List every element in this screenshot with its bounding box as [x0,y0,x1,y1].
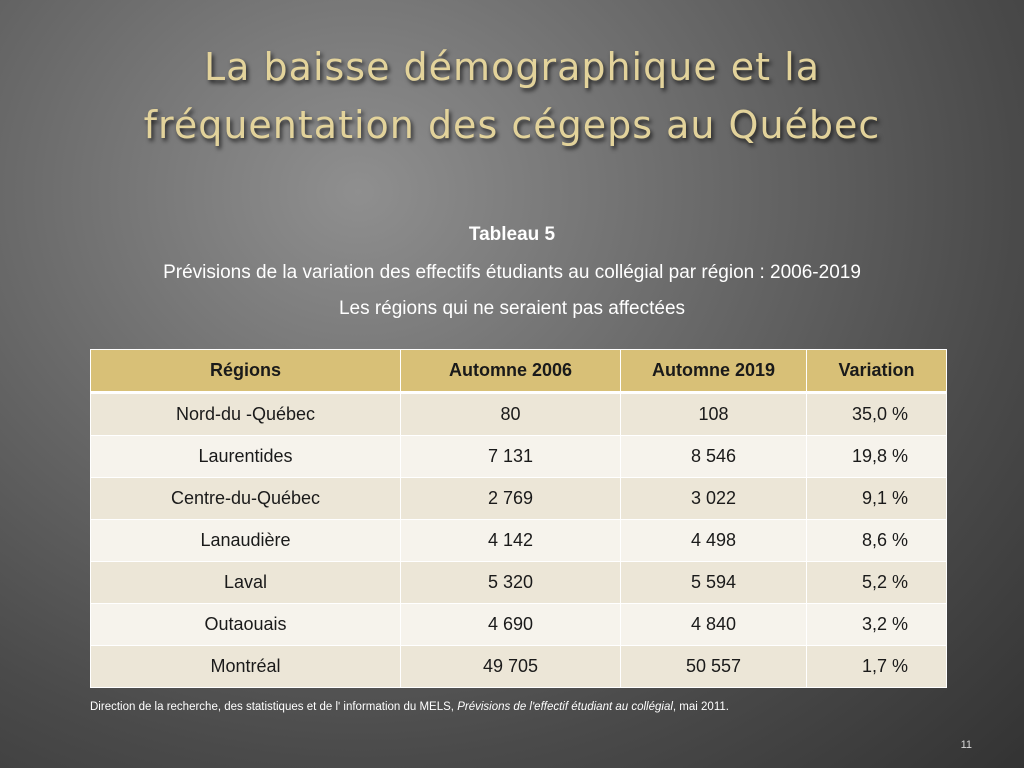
header-variation: Variation [806,349,947,394]
autumn-2006-cell: 7 131 [400,435,621,478]
autumn-2019-cell: 3 022 [620,477,807,520]
page-number: 11 [960,739,972,751]
table-caption-description: Prévisions de la variation des effectifs… [163,262,861,283]
region-cell: Montréal [90,645,401,688]
regions-table: Régions Automne 2006 Automne 2019 Variat… [90,349,947,688]
table-row: Lanaudière 4 142 4 498 8,6 % [90,519,947,562]
variation-cell: 8,6 % [806,519,947,562]
autumn-2006-cell: 2 769 [400,477,621,520]
table-row: Laurentides 7 131 8 546 19,8 % [90,435,947,478]
region-cell: Centre-du-Québec [90,477,401,520]
source-prefix: Direction de la recherche, des statistiq… [90,701,458,713]
table-row: Laval 5 320 5 594 5,2 % [90,561,947,604]
table-header-row: Régions Automne 2006 Automne 2019 Variat… [90,349,947,394]
source-note: Direction de la recherche, des statistiq… [90,701,729,713]
table-row: Outaouais 4 690 4 840 3,2 % [90,603,947,646]
autumn-2019-cell: 50 557 [620,645,807,688]
variation-cell: 3,2 % [806,603,947,646]
autumn-2006-cell: 4 690 [400,603,621,646]
autumn-2019-cell: 8 546 [620,435,807,478]
autumn-2019-cell: 108 [620,392,807,436]
region-cell: Outaouais [90,603,401,646]
header-regions: Régions [90,349,401,394]
autumn-2006-cell: 5 320 [400,561,621,604]
table-caption-label: Tableau 5 [468,224,556,245]
autumn-2019-cell: 5 594 [620,561,807,604]
autumn-2019-cell: 4 498 [620,519,807,562]
table-row: Nord-du -Québec 80 108 35,0 % [90,392,947,436]
header-autumn-2019: Automne 2019 [620,349,807,394]
variation-cell: 19,8 % [806,435,947,478]
table-row: Centre-du-Québec 2 769 3 022 9,1 % [90,477,947,520]
autumn-2006-cell: 49 705 [400,645,621,688]
autumn-2006-cell: 80 [400,392,621,436]
autumn-2019-cell: 4 840 [620,603,807,646]
source-suffix: , mai 2011. [672,701,729,713]
region-cell: Lanaudière [90,519,401,562]
slide-title: La baisse démographique et la fréquentat… [0,38,1024,154]
source-publication-title: Prévisions de lʹeffectif étudiant au col… [457,701,673,713]
variation-cell: 5,2 % [806,561,947,604]
table-row: Montréal 49 705 50 557 1,7 % [90,645,947,688]
variation-cell: 35,0 % [806,392,947,436]
variation-cell: 1,7 % [806,645,947,688]
header-autumn-2006: Automne 2006 [400,349,621,394]
variation-cell: 9,1 % [806,477,947,520]
slide-title-line-1: La baisse démographique et la [204,45,820,89]
region-cell: Nord-du -Québec [90,392,401,436]
region-cell: Laurentides [90,435,401,478]
autumn-2006-cell: 4 142 [400,519,621,562]
slide-title-line-2: fréquentation des cégeps au Québec [143,103,881,147]
table-caption-subtitle: Les régions qui ne seraient pas affectée… [338,298,686,319]
region-cell: Laval [90,561,401,604]
